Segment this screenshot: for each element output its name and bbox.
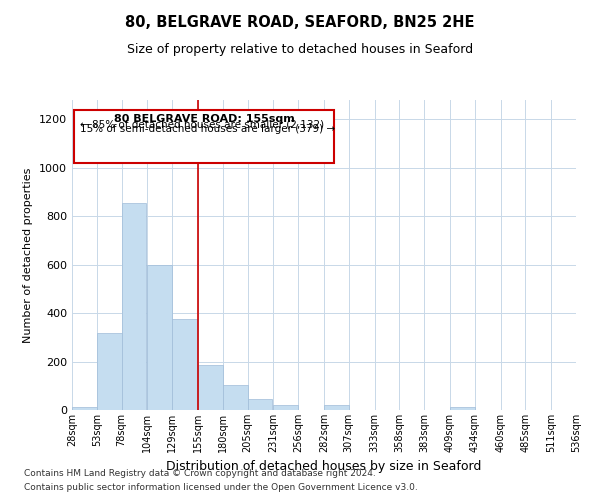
Text: Contains HM Land Registry data © Crown copyright and database right 2024.: Contains HM Land Registry data © Crown c… <box>24 468 376 477</box>
Bar <box>97 333 122 410</box>
Bar <box>274 405 298 410</box>
Bar <box>450 407 475 410</box>
Bar <box>248 398 272 410</box>
Text: ← 85% of detached houses are smaller (2,132): ← 85% of detached houses are smaller (2,… <box>80 120 324 130</box>
Text: 80, BELGRAVE ROAD, SEAFORD, BN25 2HE: 80, BELGRAVE ROAD, SEAFORD, BN25 2HE <box>125 15 475 30</box>
Text: Size of property relative to detached houses in Seaford: Size of property relative to detached ho… <box>127 42 473 56</box>
Text: 80 BELGRAVE ROAD: 155sqm: 80 BELGRAVE ROAD: 155sqm <box>113 114 295 124</box>
Text: Contains public sector information licensed under the Open Government Licence v3: Contains public sector information licen… <box>24 484 418 492</box>
Bar <box>223 384 248 410</box>
X-axis label: Distribution of detached houses by size in Seaford: Distribution of detached houses by size … <box>166 460 482 473</box>
Bar <box>148 264 172 410</box>
Bar <box>198 365 223 410</box>
Y-axis label: Number of detached properties: Number of detached properties <box>23 168 34 342</box>
Bar <box>324 405 349 410</box>
Bar <box>172 319 197 410</box>
Bar <box>122 203 146 410</box>
Bar <box>72 407 97 410</box>
Bar <box>74 110 334 163</box>
Text: 15% of semi-detached houses are larger (379) →: 15% of semi-detached houses are larger (… <box>80 124 335 134</box>
